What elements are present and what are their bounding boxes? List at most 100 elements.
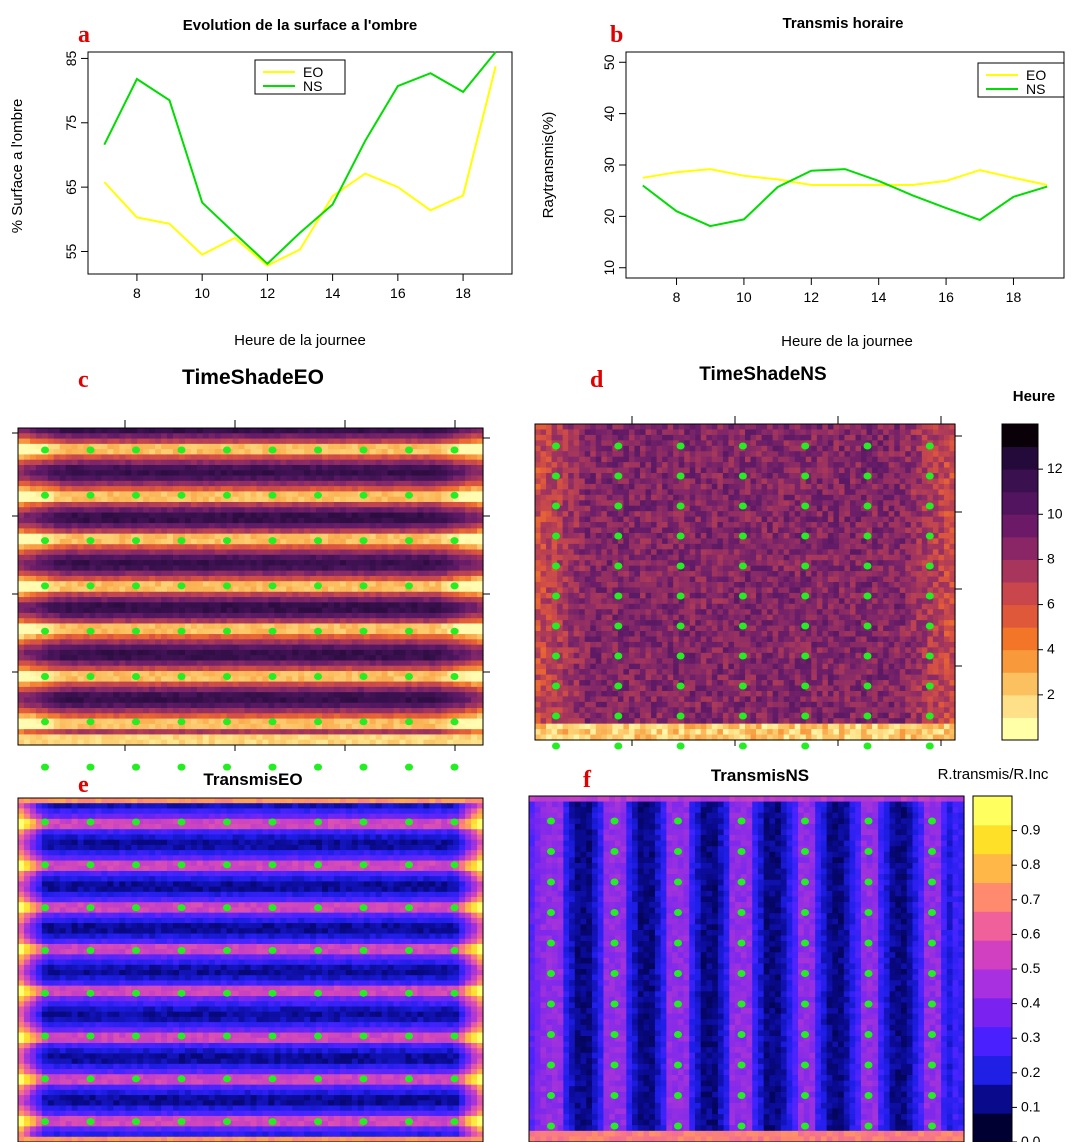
heatmap-cell: [286, 639, 293, 646]
heatmap-cell: [131, 570, 138, 577]
heatmap-cell: [322, 623, 329, 630]
heatmap-cell: [417, 612, 424, 619]
heatmap-cell: [23, 554, 31, 561]
heatmap-cell: [477, 607, 484, 614]
heatmap-cell: [65, 491, 73, 498]
heatmap-cell: [477, 544, 484, 551]
heatmap-cell: [161, 713, 168, 720]
heatmap-cell: [214, 692, 222, 699]
heatmap-cell: [351, 597, 359, 603]
heatmap-cell: [196, 686, 204, 693]
heatmap-cell: [256, 496, 264, 503]
heatmap-cell: [381, 507, 389, 514]
heatmap-cell: [89, 729, 97, 736]
heatmap-cell: [65, 671, 73, 677]
heatmap-cell: [208, 607, 216, 614]
heatmap-cell: [65, 612, 73, 619]
heatmap-cell: [262, 449, 269, 456]
heatmap-cell: [190, 528, 198, 535]
heatmap-cell: [29, 480, 37, 487]
heatmap-cell: [238, 449, 246, 456]
heatmap-cell: [750, 424, 757, 431]
heatmap-cell: [304, 517, 311, 524]
heatmap-cell: [214, 634, 222, 640]
heatmap-cell: [47, 597, 55, 603]
heatmap-cell: [310, 702, 317, 709]
heatmap-cell: [101, 708, 109, 714]
heatmap-cell: [387, 512, 395, 519]
heatmap-cell: [125, 655, 132, 662]
heatmap-cell: [119, 570, 126, 577]
heatmap-cell: [429, 507, 436, 514]
heatmap-cell: [161, 512, 168, 519]
heatmap-cell: [453, 565, 460, 572]
heatmap-cell: [41, 501, 49, 508]
heatmap-cell: [173, 449, 180, 456]
heatmap-cell: [196, 623, 204, 630]
heatmap-cell: [41, 549, 49, 556]
heatmap-cell: [244, 639, 252, 646]
heatmap-cell: [465, 718, 472, 725]
heatmap-cell: [333, 597, 341, 603]
heatmap-cell: [238, 581, 246, 588]
heatmap-cell: [339, 560, 347, 566]
heatmap-cell: [310, 734, 317, 741]
heatmap-cell: [101, 634, 109, 640]
heatmap-cell: [262, 702, 269, 709]
heatmap-cell: [35, 496, 43, 503]
heatmap-cell: [143, 671, 150, 677]
heatmap-cell: [268, 723, 275, 730]
heatmap-cell: [161, 612, 168, 619]
heatmap-cell: [196, 523, 204, 529]
heatmap-cell: [351, 581, 359, 588]
heatmap-cell: [459, 459, 466, 466]
heatmap-cell: [767, 424, 774, 431]
heatmap-cell: [101, 501, 109, 508]
heatmap-cell: [83, 739, 91, 746]
heatmap-cell: [137, 480, 144, 487]
heatmap-cell: [333, 734, 341, 741]
heatmap-cell: [304, 528, 311, 535]
heatmap-cell: [298, 544, 305, 551]
heatmap-cell: [435, 692, 442, 699]
heatmap-cell: [417, 470, 424, 477]
series-line-eo: [642, 168, 1048, 186]
heatmap-cell: [381, 649, 389, 656]
heatmap-cell: [208, 470, 216, 477]
heatmap-cell: [453, 623, 460, 630]
heatmap-cell: [405, 496, 413, 503]
heatmap-cell: [447, 634, 454, 640]
heatmap-cell: [405, 480, 413, 487]
heatmap-cell: [471, 671, 478, 677]
heatmap-cell: [262, 501, 269, 508]
heatmap-cell: [292, 718, 299, 725]
heatmap-cell: [304, 697, 311, 704]
heatmap-cell: [393, 649, 401, 656]
heatmap-cell: [244, 560, 252, 566]
heatmap-cell: [339, 586, 347, 593]
heatmap-cell: [53, 734, 61, 741]
heatmap-cell: [113, 464, 120, 471]
heatmap-cell: [322, 644, 329, 651]
heatmap-cell: [280, 449, 287, 456]
heatmap-cell: [429, 591, 436, 598]
heatmap-cell: [310, 602, 317, 609]
heatmap-cell: [47, 623, 55, 630]
heatmap-cell: [131, 470, 138, 477]
heatmap-cell: [441, 581, 448, 588]
heatmap-cell: [101, 428, 109, 434]
heatmap-cell: [113, 438, 120, 445]
heatmap-cell: [83, 655, 91, 662]
heatmap-cell: [161, 618, 168, 625]
heatmap-cell: [441, 464, 448, 471]
heatmap-cell: [256, 554, 264, 561]
heatmap-cell: [298, 665, 305, 672]
heatmap-cell: [202, 634, 210, 640]
heatmap-cell: [345, 602, 353, 609]
heatmap-cell: [298, 496, 305, 503]
heatmap-cell: [274, 449, 281, 456]
heatmap-cell: [345, 554, 353, 561]
heatmap-cell: [143, 649, 150, 656]
heatmap-cell: [113, 734, 120, 741]
heatmap-cell: [161, 575, 168, 582]
